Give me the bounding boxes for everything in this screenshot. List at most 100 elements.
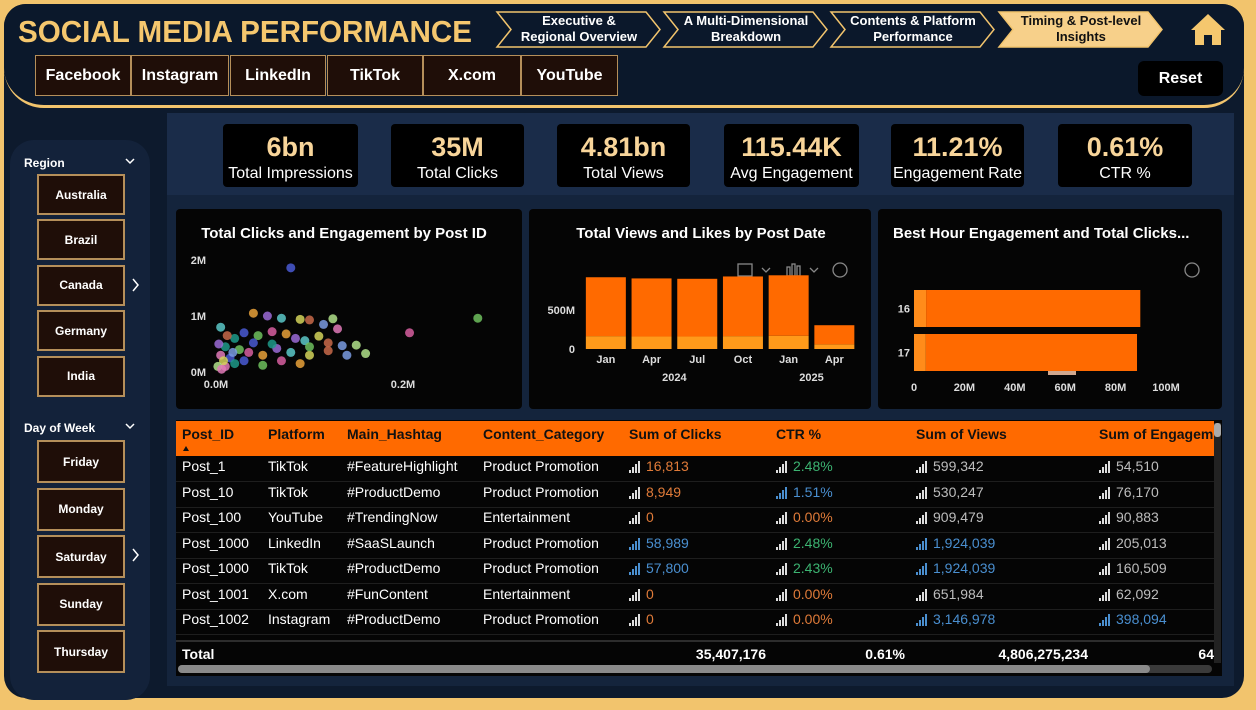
table-cell: #FeatureHighlight: [347, 458, 458, 474]
kpi-value: 115.44K: [741, 132, 842, 162]
kpi-label: Total Views: [583, 165, 664, 182]
region-label: Region: [24, 156, 65, 170]
table-cell: 530,247: [933, 483, 984, 500]
day-label: Day of Week: [24, 421, 96, 435]
x-tick-label: 40M: [1004, 382, 1025, 394]
table-cell: Post_10: [182, 483, 234, 500]
table-graphics: [176, 423, 1221, 673]
kpi-card: 115.44K Avg Engagement: [724, 124, 859, 187]
x-tick-label: Apr: [825, 354, 845, 366]
day-button[interactable]: Saturday: [37, 535, 125, 579]
platform-button[interactable]: Instagram: [131, 55, 229, 96]
platform-button[interactable]: Facebook: [35, 55, 131, 96]
scatter-point: [214, 339, 224, 349]
kpi-card: 6bn Total Impressions: [223, 124, 358, 187]
kpi-card: 11.21% Engagement Rate: [891, 124, 1024, 187]
column-header[interactable]: Main_Hashtag: [347, 426, 442, 442]
chart-title: Total Views and Likes by Post Date: [576, 225, 826, 242]
scatter-point: [295, 359, 305, 369]
scatter-panel: Total Clicks and Engagement by Post ID 0…: [176, 209, 522, 409]
scatter-point: [258, 350, 268, 360]
platform-button[interactable]: TikTok: [327, 55, 423, 96]
kpi-value: 11.21%: [912, 132, 1003, 162]
kpi-icon: [916, 614, 927, 626]
scatter-point: [258, 360, 268, 370]
region-button[interactable]: Canada: [37, 264, 125, 306]
scatter-chart: Total Clicks and Engagement by Post ID 0…: [191, 225, 487, 391]
scatter-point: [305, 350, 314, 360]
scatter-point: [305, 342, 314, 352]
help-icon[interactable]: [1184, 262, 1200, 278]
data-table: Post_ID Platform Main_Hashtag Content_Categ…: [176, 420, 1222, 676]
column-header[interactable]: CTR %: [776, 426, 822, 442]
column-header[interactable]: Content_Category: [483, 426, 605, 442]
nav-tab[interactable]: [662, 11, 828, 48]
region-button[interactable]: Brazil: [37, 219, 125, 261]
kpi-icon: [629, 537, 640, 550]
scatter-point: [267, 339, 277, 349]
home-icon[interactable]: [1191, 14, 1225, 45]
region-button[interactable]: India: [37, 355, 125, 397]
nav-tab[interactable]: [997, 11, 1163, 48]
table-cell: 398,094: [1116, 611, 1167, 627]
table-cell: 58,989: [646, 534, 689, 551]
region-button[interactable]: Australia: [37, 174, 125, 215]
column-header[interactable]: Sum of Engagem: [1099, 426, 1214, 442]
region-button[interactable]: Germany: [37, 310, 125, 352]
platform-button[interactable]: LinkedIn: [230, 55, 326, 96]
column-header[interactable]: Sum of Views: [916, 426, 1007, 442]
day-button[interactable]: Sunday: [37, 582, 125, 626]
column-header[interactable]: Sum of Clicks: [629, 426, 722, 442]
scatter-point: [342, 350, 352, 360]
nav-tab[interactable]: [495, 11, 661, 48]
scatter-point: [295, 314, 305, 324]
table-cell: LinkedIn: [268, 534, 321, 551]
kpi-label: CTR %: [1099, 165, 1151, 182]
reset-button[interactable]: Reset: [1138, 61, 1223, 96]
table-cell: Entertainment: [483, 509, 571, 525]
scatter-point: [300, 336, 310, 346]
day-button[interactable]: Monday: [37, 487, 125, 531]
platform-button[interactable]: YouTube: [521, 55, 618, 96]
table-cell: 160,509: [1116, 560, 1167, 576]
total-label: Total: [182, 646, 215, 662]
day-button[interactable]: Thursday: [37, 630, 125, 674]
x-group-label: 2024: [662, 372, 687, 384]
kpi-value: 6bn: [266, 132, 315, 162]
table-cell: 651,984: [933, 585, 984, 602]
kpi-value: 0.61%: [1086, 132, 1164, 162]
scatter-point: [276, 356, 286, 366]
scatter-point: [222, 331, 232, 341]
row-separator: [176, 532, 1214, 533]
bar-panel: Total Views and Likes by Post Date 0 500M…: [529, 209, 871, 409]
scatter-point: [323, 346, 333, 356]
kpi-value: 35M: [431, 132, 484, 162]
table-cell: 909,479: [933, 509, 984, 525]
table-cell: 16,813: [646, 458, 689, 474]
chart-icons[interactable]: [737, 262, 848, 278]
kpi-icon: [776, 563, 787, 575]
scatter-point: [328, 314, 338, 324]
nav-tab-label: Timing & Post-level: [1021, 13, 1141, 28]
day-button[interactable]: Friday: [37, 440, 125, 483]
scatter-point: [305, 315, 314, 325]
table-cell: 205,013: [1116, 534, 1167, 551]
bar-segment: [677, 278, 718, 337]
chart-title: Best Hour Engagement and Total Clicks...: [893, 225, 1189, 242]
table-cell: #TrendingNow: [347, 509, 438, 525]
table-cell: TikTok: [268, 458, 308, 474]
bar-segment: [722, 276, 763, 337]
table-cell: #SaaSLaunch: [347, 534, 435, 551]
scatter-point: [351, 340, 361, 350]
kpi-icon: [776, 537, 787, 550]
y-tick-label: 500M: [547, 305, 575, 317]
total-value: 64: [1198, 646, 1214, 662]
column-header[interactable]: Post_ID: [182, 426, 235, 442]
nav-tab[interactable]: [829, 11, 995, 48]
scatter-point: [262, 311, 272, 321]
y-tick-label: 0: [569, 344, 575, 356]
platform-button[interactable]: X.com: [423, 55, 521, 96]
table-cell: #ProductDemo: [347, 611, 441, 627]
column-header[interactable]: Platform: [268, 426, 325, 442]
